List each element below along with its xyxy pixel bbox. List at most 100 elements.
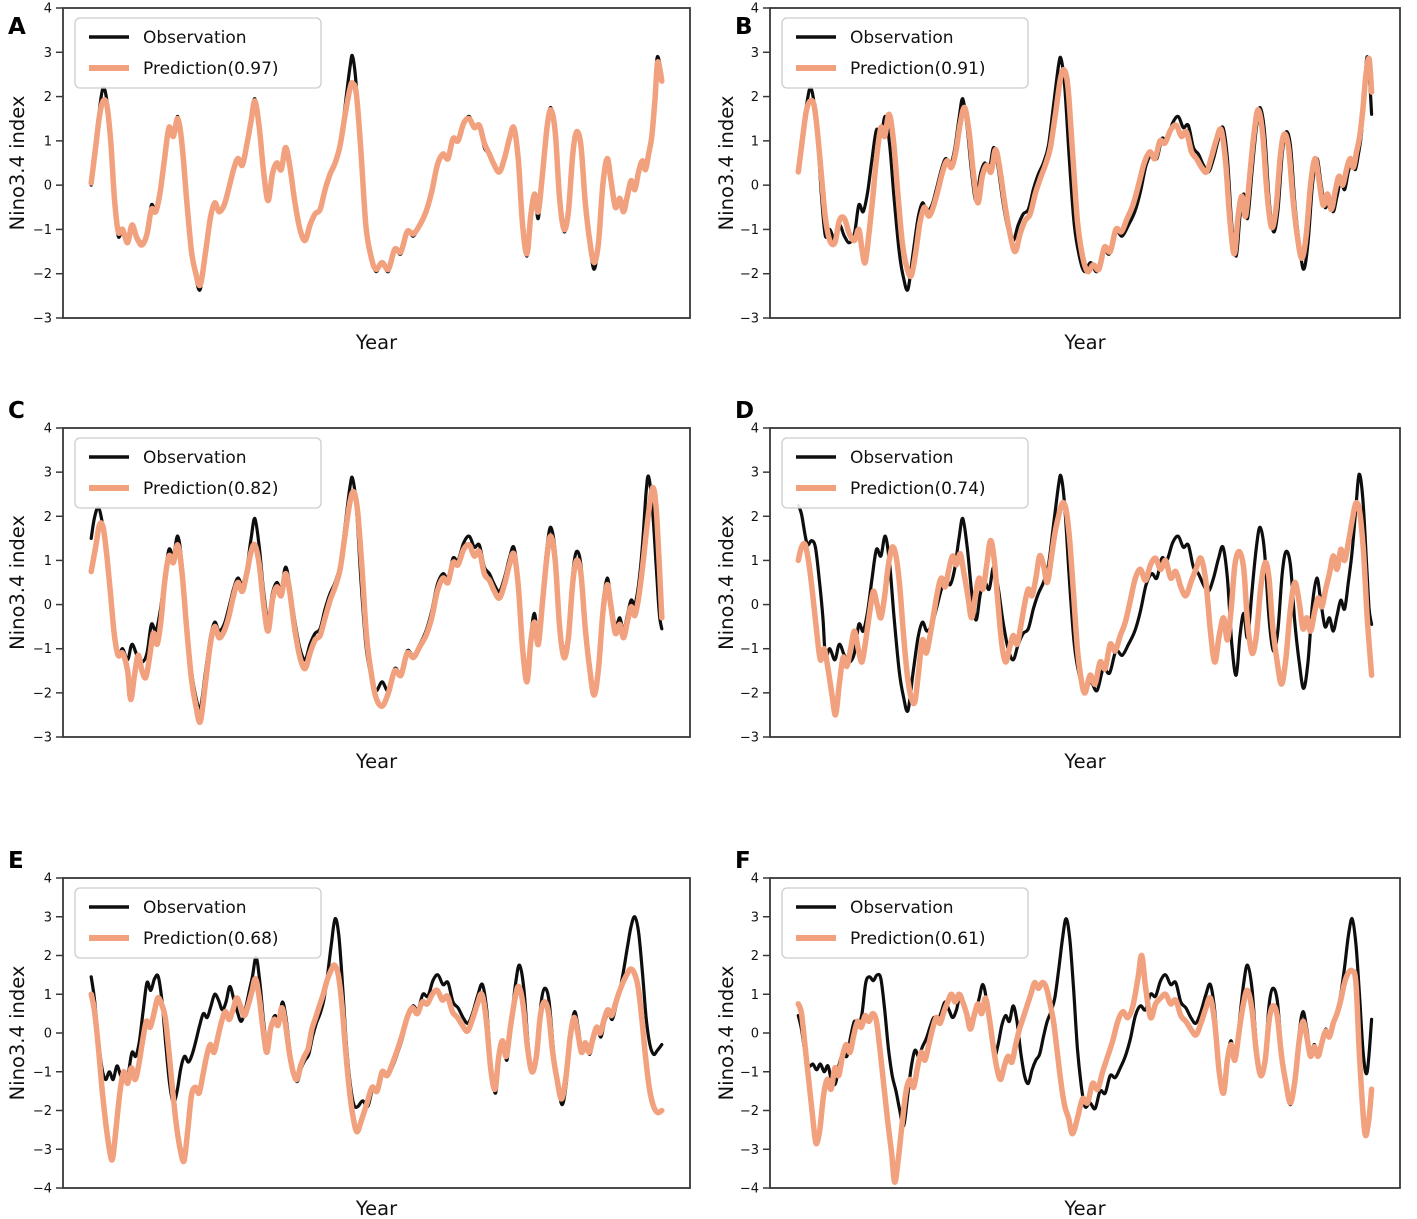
panel-letter: F bbox=[735, 848, 751, 874]
legend-prediction-label: Prediction(0.68) bbox=[143, 929, 279, 949]
prediction-line bbox=[88, 962, 665, 1165]
y-tick-label: 2 bbox=[44, 510, 52, 525]
panel-letter: B bbox=[735, 14, 753, 40]
y-tick-label: 3 bbox=[44, 46, 52, 61]
y-tick-label: 0 bbox=[44, 598, 52, 613]
y-tick-label: 3 bbox=[751, 46, 759, 61]
x-axis-label: Year bbox=[1063, 750, 1106, 773]
x-axis-label: Year bbox=[355, 750, 398, 773]
y-tick-label: −1 bbox=[33, 1065, 52, 1080]
legend: Observation Prediction(0.97) bbox=[74, 17, 322, 89]
x-axis-label: Year bbox=[355, 1197, 398, 1219]
y-axis-label: Nino3.4 index bbox=[715, 515, 738, 650]
y-tick-label: 4 bbox=[751, 872, 759, 887]
panel-letter: D bbox=[735, 398, 754, 424]
legend-box bbox=[74, 437, 322, 509]
y-axis-label: Nino3.4 index bbox=[6, 96, 29, 231]
panel-B: 4 3 2 1 0 −1 −2 −3 Nino3.4 index Year B Observation… bbox=[709, 0, 1417, 390]
prediction-line bbox=[795, 499, 1375, 718]
y-axis-label: Nino3.4 index bbox=[6, 966, 29, 1101]
y-tick-label: 2 bbox=[44, 90, 52, 105]
y-tick-label: −2 bbox=[740, 1104, 759, 1119]
legend-prediction-label: Prediction(0.82) bbox=[143, 479, 279, 499]
panel-A: 4 3 2 1 0 −1 −2 −3 Nino3.4 index Year A Observation… bbox=[0, 0, 709, 390]
y-tick-label: 0 bbox=[751, 1027, 759, 1042]
y-axis-label: Nino3.4 index bbox=[715, 96, 738, 231]
legend-box bbox=[781, 887, 1029, 959]
y-tick-label: 2 bbox=[44, 949, 52, 964]
y-tick-label: 4 bbox=[44, 872, 52, 887]
prediction-line bbox=[88, 484, 665, 726]
panel-letter: E bbox=[8, 848, 24, 874]
y-tick-label: 0 bbox=[751, 598, 759, 613]
y-tick-label: 0 bbox=[44, 179, 52, 194]
y-tick-label: 2 bbox=[751, 90, 759, 105]
legend-prediction-label: Prediction(0.74) bbox=[850, 479, 986, 499]
y-tick-label: −1 bbox=[33, 642, 52, 657]
x-axis-label: Year bbox=[1063, 331, 1106, 354]
legend-observation-label: Observation bbox=[143, 28, 247, 48]
legend-box bbox=[74, 17, 322, 89]
panel-E-svg: 4 3 2 1 0 −1 −2 −3 −4 Nino3.4 index Year E Observati… bbox=[6, 848, 691, 1219]
y-tick-label: 1 bbox=[44, 988, 52, 1003]
x-axis-label: Year bbox=[1063, 1197, 1106, 1219]
legend: Observation Prediction(0.82) bbox=[74, 437, 322, 509]
y-tick-label: −3 bbox=[33, 1143, 52, 1158]
legend-box bbox=[781, 437, 1029, 509]
y-tick-label: −1 bbox=[33, 223, 52, 238]
y-tick-label: 3 bbox=[751, 910, 759, 925]
y-tick-label: 1 bbox=[751, 554, 759, 569]
panel-D-svg: 4 3 2 1 0 −1 −2 −3 Nino3.4 index Year D Observation… bbox=[715, 398, 1401, 773]
legend-prediction-label: Prediction(0.61) bbox=[850, 929, 986, 949]
legend-prediction-label: Prediction(0.97) bbox=[143, 59, 279, 79]
legend-observation-label: Observation bbox=[143, 448, 247, 468]
y-tick-label: 1 bbox=[751, 988, 759, 1003]
prediction-line bbox=[795, 55, 1375, 280]
prediction-line bbox=[88, 59, 665, 289]
y-tick-label: 3 bbox=[44, 910, 52, 925]
x-axis-label: Year bbox=[355, 331, 398, 354]
panel-letter: A bbox=[8, 14, 26, 40]
panel-A-svg: 4 3 2 1 0 −1 −2 −3 Nino3.4 index Year A Observation… bbox=[6, 2, 691, 354]
y-tick-label: 1 bbox=[751, 134, 759, 149]
y-tick-label: −3 bbox=[33, 731, 52, 746]
y-tick-label: 4 bbox=[751, 422, 759, 437]
legend-observation-label: Observation bbox=[850, 448, 954, 468]
legend: Observation Prediction(0.68) bbox=[74, 887, 322, 959]
y-tick-label: −2 bbox=[33, 267, 52, 282]
y-tick-label: 0 bbox=[751, 179, 759, 194]
legend: Observation Prediction(0.91) bbox=[781, 17, 1029, 89]
y-tick-label: 2 bbox=[751, 949, 759, 964]
panel-C-svg: 4 3 2 1 0 −1 −2 −3 Nino3.4 index Year C Observation… bbox=[6, 398, 691, 773]
y-tick-label: 0 bbox=[44, 1027, 52, 1042]
y-tick-label: −3 bbox=[740, 312, 759, 327]
legend: Observation Prediction(0.61) bbox=[781, 887, 1029, 959]
y-tick-label: −3 bbox=[33, 312, 52, 327]
legend-observation-label: Observation bbox=[850, 28, 954, 48]
panel-F: 4 3 2 1 0 −1 −2 −3 −4 Nino3.4 index Year F Observati… bbox=[709, 812, 1417, 1219]
panel-F-svg: 4 3 2 1 0 −1 −2 −3 −4 Nino3.4 index Year F Observati… bbox=[715, 848, 1401, 1219]
y-axis-label: Nino3.4 index bbox=[6, 515, 29, 650]
y-tick-label: 4 bbox=[44, 422, 52, 437]
y-tick-label: −4 bbox=[740, 1182, 759, 1197]
panel-E: 4 3 2 1 0 −1 −2 −3 −4 Nino3.4 index Year E Observati… bbox=[0, 812, 709, 1219]
y-tick-label: −3 bbox=[740, 1143, 759, 1158]
legend-observation-label: Observation bbox=[850, 898, 954, 918]
legend-observation-label: Observation bbox=[143, 898, 247, 918]
y-tick-label: 3 bbox=[44, 466, 52, 481]
y-tick-label: −2 bbox=[740, 686, 759, 701]
y-tick-label: −1 bbox=[740, 223, 759, 238]
legend-box bbox=[781, 17, 1029, 89]
panel-B-svg: 4 3 2 1 0 −1 −2 −3 Nino3.4 index Year B Observation… bbox=[715, 2, 1401, 354]
panel-letter: C bbox=[8, 398, 25, 424]
y-tick-label: 2 bbox=[751, 510, 759, 525]
y-tick-label: −3 bbox=[740, 731, 759, 746]
y-tick-label: −1 bbox=[740, 1065, 759, 1080]
prediction-line bbox=[795, 952, 1375, 1185]
y-tick-label: −2 bbox=[33, 1104, 52, 1119]
y-tick-label: 1 bbox=[44, 554, 52, 569]
legend-box bbox=[74, 887, 322, 959]
y-tick-label: −2 bbox=[740, 267, 759, 282]
legend: Observation Prediction(0.74) bbox=[781, 437, 1029, 509]
